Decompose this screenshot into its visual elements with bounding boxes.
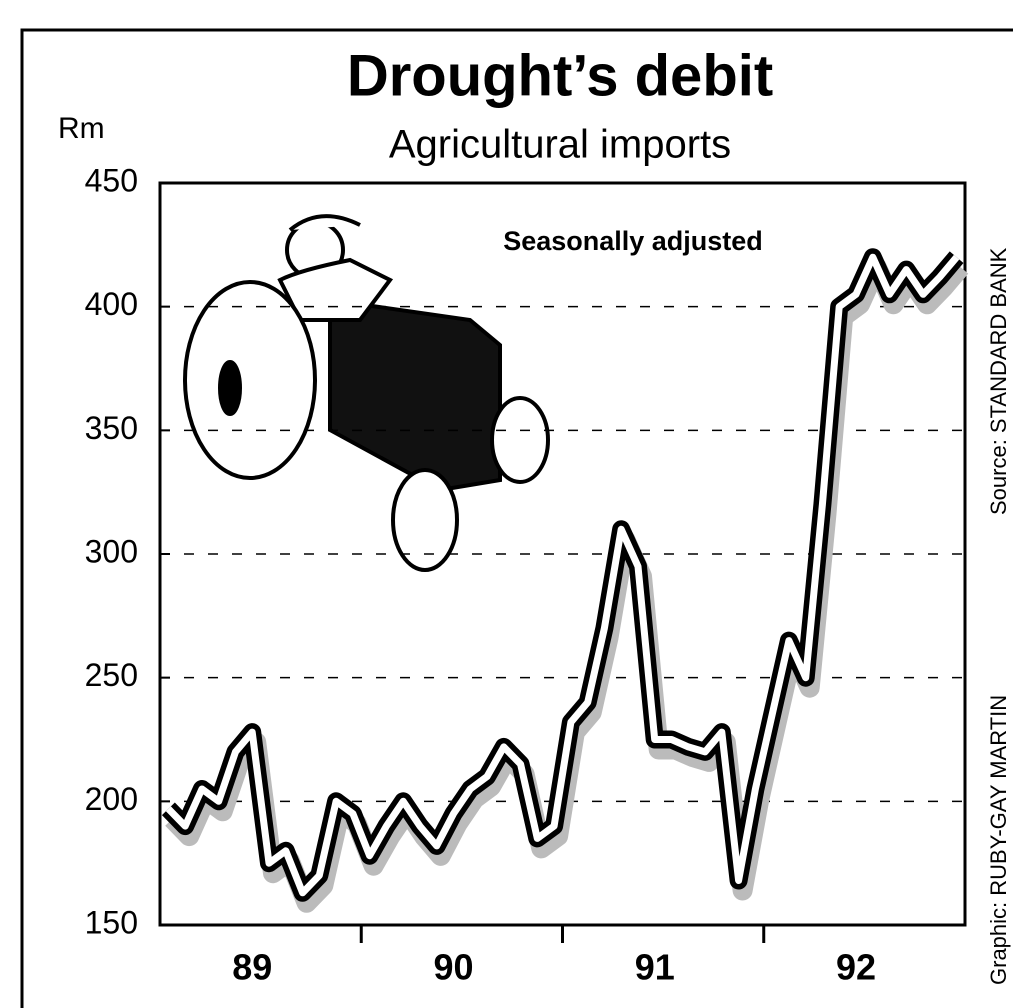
y-tick-label: 150: [85, 904, 138, 940]
y-unit: Rm: [58, 112, 105, 145]
y-tick-label: 450: [85, 162, 138, 198]
y-tick-label: 350: [85, 410, 138, 446]
frame: [20, 28, 1013, 1008]
x-tick-label: 89: [232, 947, 272, 988]
y-tick-label: 300: [85, 533, 138, 569]
y-tick-label: 250: [85, 657, 138, 693]
x-tick-label: 92: [836, 947, 876, 988]
x-tick-label: 90: [433, 947, 473, 988]
x-tick-label: 91: [635, 947, 675, 988]
tractor: [183, 214, 550, 572]
y-tick-label: 400: [85, 286, 138, 322]
credit: Graphic: RUBY-GAY MARTIN: [986, 695, 1011, 985]
y-tick-label: 200: [85, 781, 138, 817]
chart-title: Drought’s debit: [347, 43, 773, 108]
annotation: Seasonally adjusted: [503, 226, 763, 256]
source: Source: STANDARD BANK: [986, 247, 1011, 515]
line: [165, 253, 960, 897]
chart-subtitle: Agricultural imports: [389, 123, 731, 167]
